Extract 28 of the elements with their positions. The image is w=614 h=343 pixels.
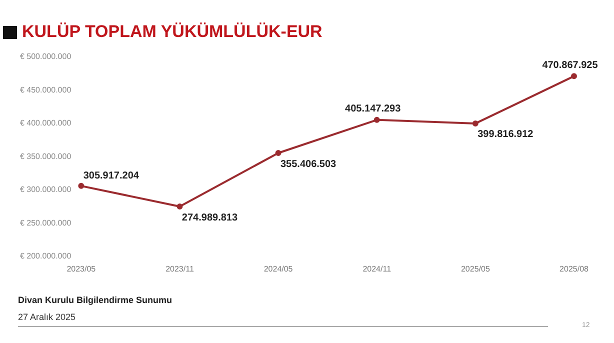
point: [176, 204, 183, 210]
x-tick-label: 2023/11: [166, 264, 194, 274]
y-tick-label: € 200.000.000: [20, 252, 72, 261]
point: [571, 73, 577, 80]
data-label: 305.917.204: [83, 170, 140, 182]
data-label: 405.147.293: [345, 104, 402, 115]
x-tick-label: 2025/08: [560, 264, 590, 274]
data-label: 399.816.912: [478, 129, 534, 140]
data-label: 470.867.925: [542, 60, 598, 71]
point: [374, 116, 380, 123]
y-tick-label: € 450.000.000: [20, 85, 72, 94]
point: [275, 150, 282, 156]
text: 27 Aralık 2025: [18, 312, 76, 322]
y-tick-label: € 500.000.000: [20, 52, 72, 62]
chart-title: KULÜP TOPLAM YÜKÜMLÜLÜK-EUR: [22, 22, 322, 42]
point: [78, 182, 84, 189]
text: Divan Kurulu Bilgilendirme Sunumu: [18, 295, 172, 305]
x-tick-label: 2024/11: [362, 264, 392, 274]
x-tick-label: 2025/05: [460, 264, 490, 274]
y-tick-label: € 300.000.000: [20, 185, 72, 194]
y-tick-label: € 400.000.000: [20, 118, 72, 128]
y-tick-label: € 250.000.000: [20, 218, 72, 228]
data-label: 274.989.813: [182, 212, 238, 224]
y-tick-label: € 350.000.000: [20, 152, 72, 161]
point: [472, 120, 478, 126]
x-tick-label: 2023/05: [66, 264, 96, 274]
x-tick-label: 2024/05: [264, 264, 294, 274]
data-label: 355.406.503: [280, 158, 337, 170]
